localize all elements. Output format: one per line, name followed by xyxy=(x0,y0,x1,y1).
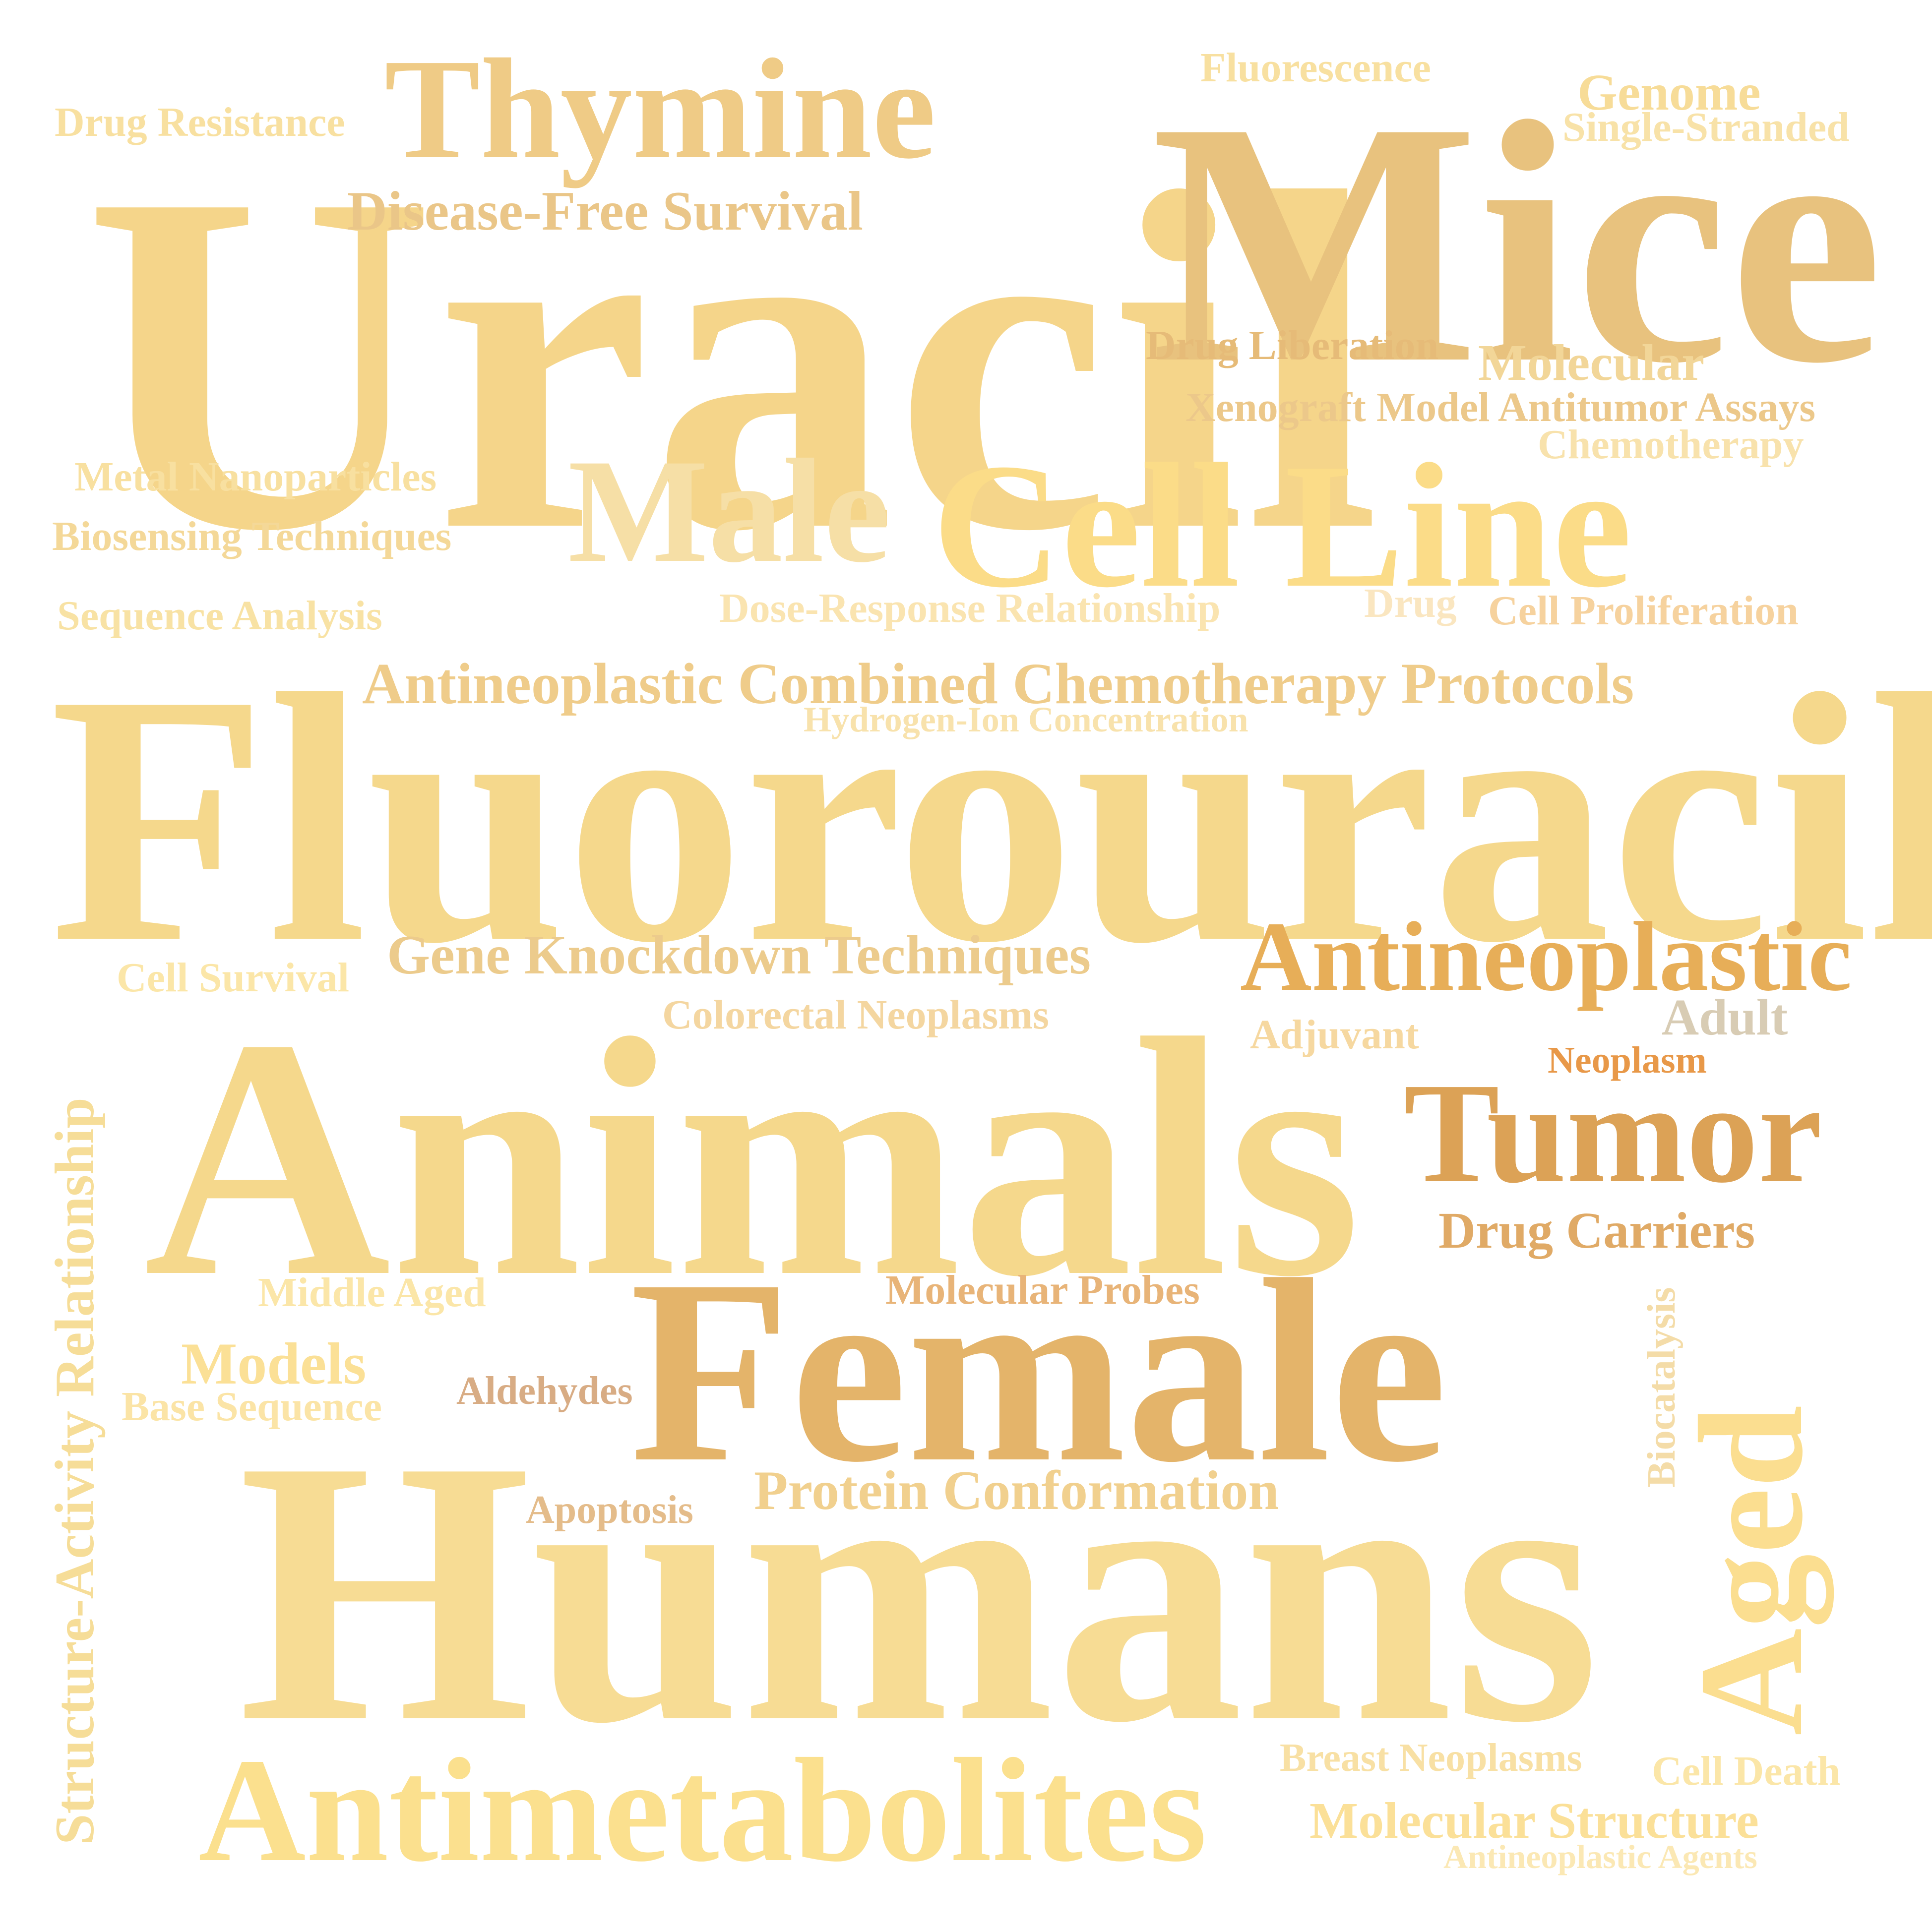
word-cell-death: Cell Death xyxy=(1652,1748,1841,1794)
word-drug: Drug xyxy=(1364,580,1457,626)
word-humans: Humans xyxy=(238,1383,1600,1800)
word-gene-knockdown: Gene Knockdown Techniques xyxy=(387,924,1091,986)
word-metal-nanoparticles: Metal Nanoparticles xyxy=(74,454,437,500)
word-sequence-analysis: Sequence Analysis xyxy=(57,593,382,639)
word-single-stranded: Single-Stranded xyxy=(1562,104,1850,150)
word-chemotherapy: Chemotherapy xyxy=(1538,422,1804,468)
word-antimetabolites: Antimetabolites xyxy=(198,1728,1207,1892)
word-aged: Aged xyxy=(1669,1405,1833,1736)
word-cell-survival: Cell Survival xyxy=(117,955,350,1001)
word-fluorouracil: Fluorouracil xyxy=(50,620,1932,1016)
word-mice: Mice xyxy=(1151,51,1883,435)
word-cell-proliferation: Cell Proliferation xyxy=(1488,588,1799,634)
word-xenograft: Xenograft Model Antitumor Assays xyxy=(1185,384,1816,430)
word-thymine: Thymine xyxy=(384,29,936,188)
word-antineoplastic-combined: Antineoplastic Combined Chemotherapy Pro… xyxy=(362,651,1634,716)
word-antineoplastic-agents: Antineoplastic Agents xyxy=(1443,1838,1757,1875)
word-aldehydes: Aldehydes xyxy=(456,1369,633,1413)
word-tumor: Tumor xyxy=(1404,1053,1822,1212)
word-adjuvant: Adjuvant xyxy=(1250,1012,1419,1058)
word-uracil: Uracil xyxy=(84,93,1380,631)
word-breast-neoplasms: Breast Neoplasms xyxy=(1280,1736,1582,1780)
word-models: Models xyxy=(181,1330,367,1396)
word-colorectal: Colorectal Neoplasms xyxy=(662,992,1049,1038)
word-antineoplastic: Antineoplastic xyxy=(1240,902,1852,1012)
word-genome: Genome xyxy=(1577,64,1761,121)
word-fluorescence: Fluorescence xyxy=(1200,45,1431,91)
word-base-sequence: Base Sequence xyxy=(122,1384,382,1430)
word-drug-liberation: Drug Liberation xyxy=(1146,322,1439,368)
word-protein-conformation: Protein Conformation xyxy=(754,1460,1279,1521)
word-hydrogen-ion: Hydrogen-Ion Concentration xyxy=(804,700,1248,739)
word-middle-aged: Middle Aged xyxy=(258,1269,486,1316)
word-drug-resistance: Drug Resistance xyxy=(55,99,345,145)
word-drug-carriers: Drug Carriers xyxy=(1438,1202,1755,1259)
word-neoplasm: Neoplasm xyxy=(1548,1039,1707,1081)
word-disease-free-survival: Disease-Free Survival xyxy=(347,181,863,242)
word-molecular-structure: Molecular Structure xyxy=(1309,1792,1759,1849)
word-male: Male xyxy=(568,428,890,593)
word-molecular: Molecular xyxy=(1478,334,1705,391)
word-female: Female xyxy=(630,1225,1447,1516)
word-structure-activity: Structure-Activity Relationship xyxy=(44,1097,106,1845)
word-adult: Adult xyxy=(1662,989,1788,1046)
word-biocatalysis: Biocatalysis xyxy=(1640,1287,1683,1488)
word-cell-line: Cell Line xyxy=(933,426,1632,624)
word-animals: Animals xyxy=(144,968,1361,1347)
word-dose-response: Dose-Response Relationship xyxy=(719,585,1221,631)
word-molecular-probes: Molecular Probes xyxy=(885,1267,1200,1313)
word-biosensing: Biosensing Techniques xyxy=(52,513,452,559)
word-apoptosis: Apoptosis xyxy=(526,1488,693,1532)
